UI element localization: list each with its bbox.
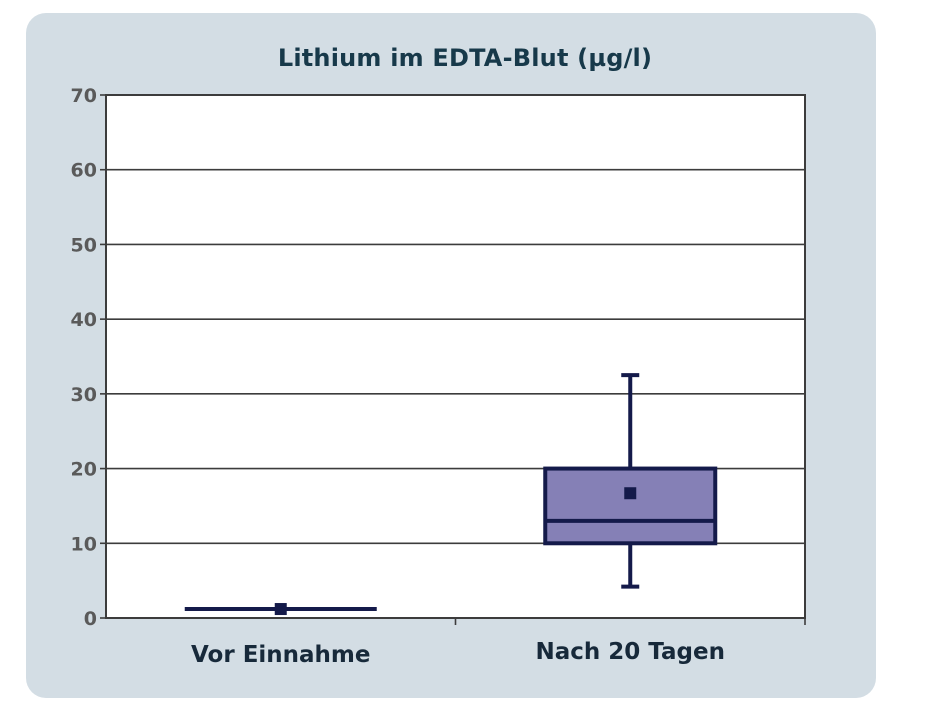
y-tick-label: 70 — [71, 85, 97, 107]
mean-marker — [274, 603, 287, 616]
y-tick-label: 40 — [71, 309, 97, 331]
mean-marker — [624, 487, 637, 500]
y-tick-label: 20 — [71, 459, 97, 481]
box-iqr — [543, 466, 718, 546]
y-tick-label: 0 — [84, 608, 97, 630]
box-2 — [543, 373, 718, 589]
y-tick-label: 30 — [71, 384, 97, 406]
box-1 — [184, 603, 377, 616]
y-tick-label: 10 — [71, 533, 97, 555]
x-tick-label: Nach 20 Tagen — [536, 639, 725, 665]
x-tick-label: Vor Einnahme — [191, 642, 371, 668]
y-tick-label: 50 — [71, 234, 97, 256]
chart-title: Lithium im EDTA-Blut (µg/l) — [277, 44, 653, 72]
y-tick-label: 60 — [71, 160, 97, 182]
